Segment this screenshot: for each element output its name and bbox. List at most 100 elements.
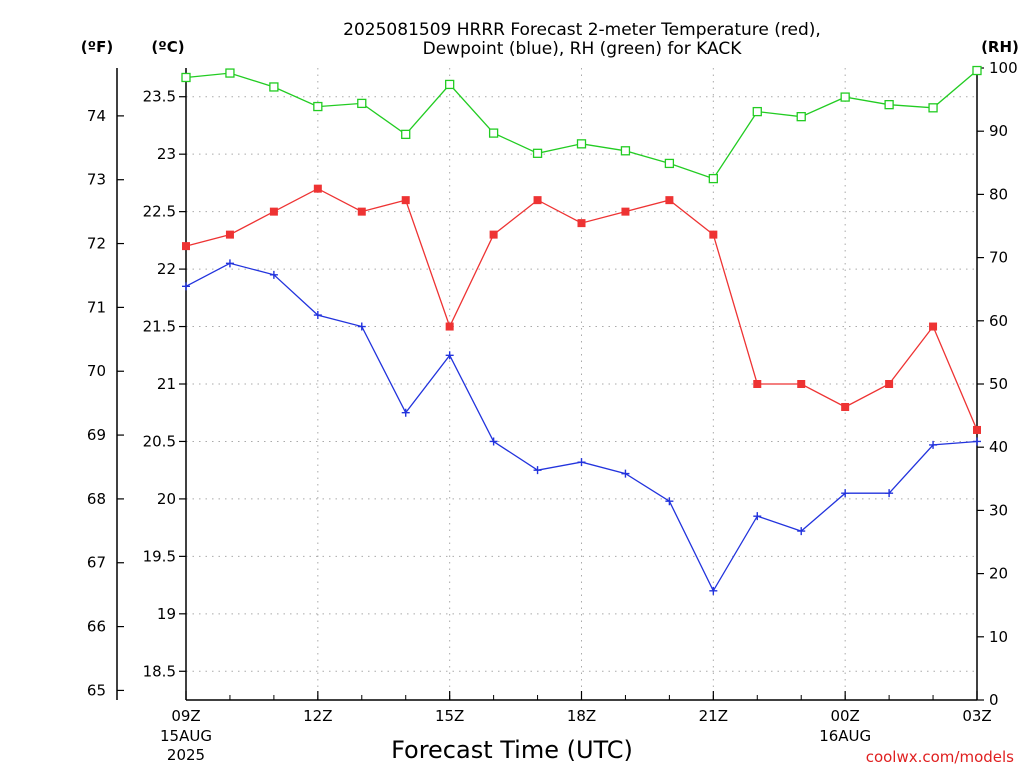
x-tick-year: 2025 xyxy=(167,746,205,764)
rh-tick-label: 30 xyxy=(989,501,1008,519)
rh-point xyxy=(752,106,762,117)
temperature-point xyxy=(225,230,234,239)
rh-tick-label: 90 xyxy=(989,122,1008,140)
celsius-tick-label: 21 xyxy=(157,375,176,393)
dewpoint-line xyxy=(185,262,978,593)
temperature-point xyxy=(709,230,718,239)
dewpoint-point xyxy=(489,437,498,446)
celsius-tick-label: 22.5 xyxy=(143,203,176,221)
fahrenheit-tick-label: 65 xyxy=(87,681,106,699)
x-tick-label: 15Z xyxy=(435,707,464,725)
rh-point xyxy=(708,173,718,184)
fahrenheit-tick-label: 74 xyxy=(87,107,106,125)
temperature-point xyxy=(753,380,762,388)
celsius-tick-label: 20 xyxy=(157,490,176,508)
rh-point xyxy=(181,72,191,83)
rh-point xyxy=(884,100,894,110)
celsius-tick-label: 20.5 xyxy=(143,432,176,450)
temperature-point xyxy=(929,322,938,331)
axes-ticks: 18.5 19 19.5 20 20.5 21 21.5 22 22.5 23 23.5 65 66 67… xyxy=(87,59,1018,764)
temperature-point xyxy=(577,219,586,228)
dewpoint-point xyxy=(753,512,762,521)
fahrenheit-tick-label: 71 xyxy=(87,298,106,316)
rh-point xyxy=(357,98,367,109)
rh-tick-label: 50 xyxy=(989,375,1008,393)
temperature-point xyxy=(445,322,454,331)
x-tick-label: 18Z xyxy=(567,707,596,725)
rh-point xyxy=(225,68,235,78)
x-tick-date: 15AUG xyxy=(160,727,212,745)
rh-tick-label: 20 xyxy=(989,565,1008,583)
dewpoint-point xyxy=(577,458,586,467)
temperature-point xyxy=(841,402,850,411)
celsius-tick-label: 18.5 xyxy=(143,662,176,680)
credit-link[interactable]: coolwx.com/models xyxy=(866,748,1014,766)
fahrenheit-tick-label: 66 xyxy=(87,618,106,636)
series-layer xyxy=(181,65,982,595)
fahrenheit-tick-label: 72 xyxy=(87,235,106,253)
temperature-point xyxy=(973,425,981,434)
temperature-point xyxy=(269,207,278,216)
dewpoint-point xyxy=(885,489,894,498)
temperature-point xyxy=(621,207,630,216)
dewpoint-point xyxy=(929,440,938,449)
temperature-point xyxy=(357,207,366,216)
rh-tick-label: 100 xyxy=(989,59,1018,77)
rh-point xyxy=(576,139,587,149)
rh-point xyxy=(928,103,938,113)
temperature-point xyxy=(797,380,806,388)
x-tick-label: 12Z xyxy=(303,707,332,725)
temperature-point xyxy=(533,196,542,205)
rh-tick-label: 10 xyxy=(989,628,1008,646)
dewpoint-point xyxy=(445,351,454,360)
celsius-tick-label: 22 xyxy=(157,260,176,278)
rh-tick-label: 40 xyxy=(989,438,1008,456)
fahrenheit-tick-label: 67 xyxy=(87,554,106,572)
rh-point xyxy=(796,112,806,122)
dewpoint-point xyxy=(797,527,806,536)
celsius-tick-label: 19 xyxy=(157,605,176,623)
rh-point xyxy=(840,92,850,102)
rh-point xyxy=(972,65,982,76)
celsius-tick-label: 21.5 xyxy=(143,318,176,336)
dewpoint-point xyxy=(621,469,630,478)
rh-point xyxy=(532,148,543,158)
rh-tick-label: 80 xyxy=(989,185,1008,203)
rh-point xyxy=(401,129,411,140)
temperature-point xyxy=(665,196,674,205)
dewpoint-point xyxy=(973,437,981,446)
dewpoint-point xyxy=(709,586,718,595)
grid xyxy=(186,68,977,700)
rh-tick-label: 0 xyxy=(989,691,999,709)
temperature-point xyxy=(313,184,322,193)
rh-point xyxy=(269,82,279,92)
temperature-point xyxy=(885,380,894,388)
fahrenheit-tick-label: 69 xyxy=(87,426,106,444)
dewpoint-point xyxy=(313,311,322,320)
dewpoint-point xyxy=(841,489,850,498)
celsius-tick-label: 19.5 xyxy=(143,547,176,565)
temperature-point xyxy=(182,242,190,251)
chart-title-line1: 2025081509 HRRR Forecast 2-meter Tempera… xyxy=(343,20,821,40)
celsius-tick-label: 23.5 xyxy=(143,88,176,106)
fahrenheit-unit-label: (ºF) xyxy=(81,38,113,56)
fahrenheit-tick-label: 70 xyxy=(87,362,106,380)
celsius-unit-label: (ºC) xyxy=(151,38,184,56)
dewpoint-point xyxy=(225,259,234,268)
rh-line xyxy=(185,70,978,180)
chart-title-line2: Dewpoint (blue), RH (green) for KACK xyxy=(423,39,743,59)
fahrenheit-tick-label: 68 xyxy=(87,490,106,508)
rh-tick-label: 60 xyxy=(989,312,1008,330)
fahrenheit-tick-label: 73 xyxy=(87,171,106,189)
rh-point xyxy=(620,146,631,156)
x-tick-date: 16AUG xyxy=(819,727,871,745)
dewpoint-point xyxy=(665,497,674,506)
dewpoint-point xyxy=(357,322,366,331)
dewpoint-point xyxy=(533,466,542,475)
x-tick-label: 09Z xyxy=(171,707,200,725)
x-tick-label: 21Z xyxy=(699,707,728,725)
rh-unit-label: (RH) xyxy=(981,38,1019,56)
rh-point xyxy=(313,101,323,112)
rh-point xyxy=(488,128,499,138)
